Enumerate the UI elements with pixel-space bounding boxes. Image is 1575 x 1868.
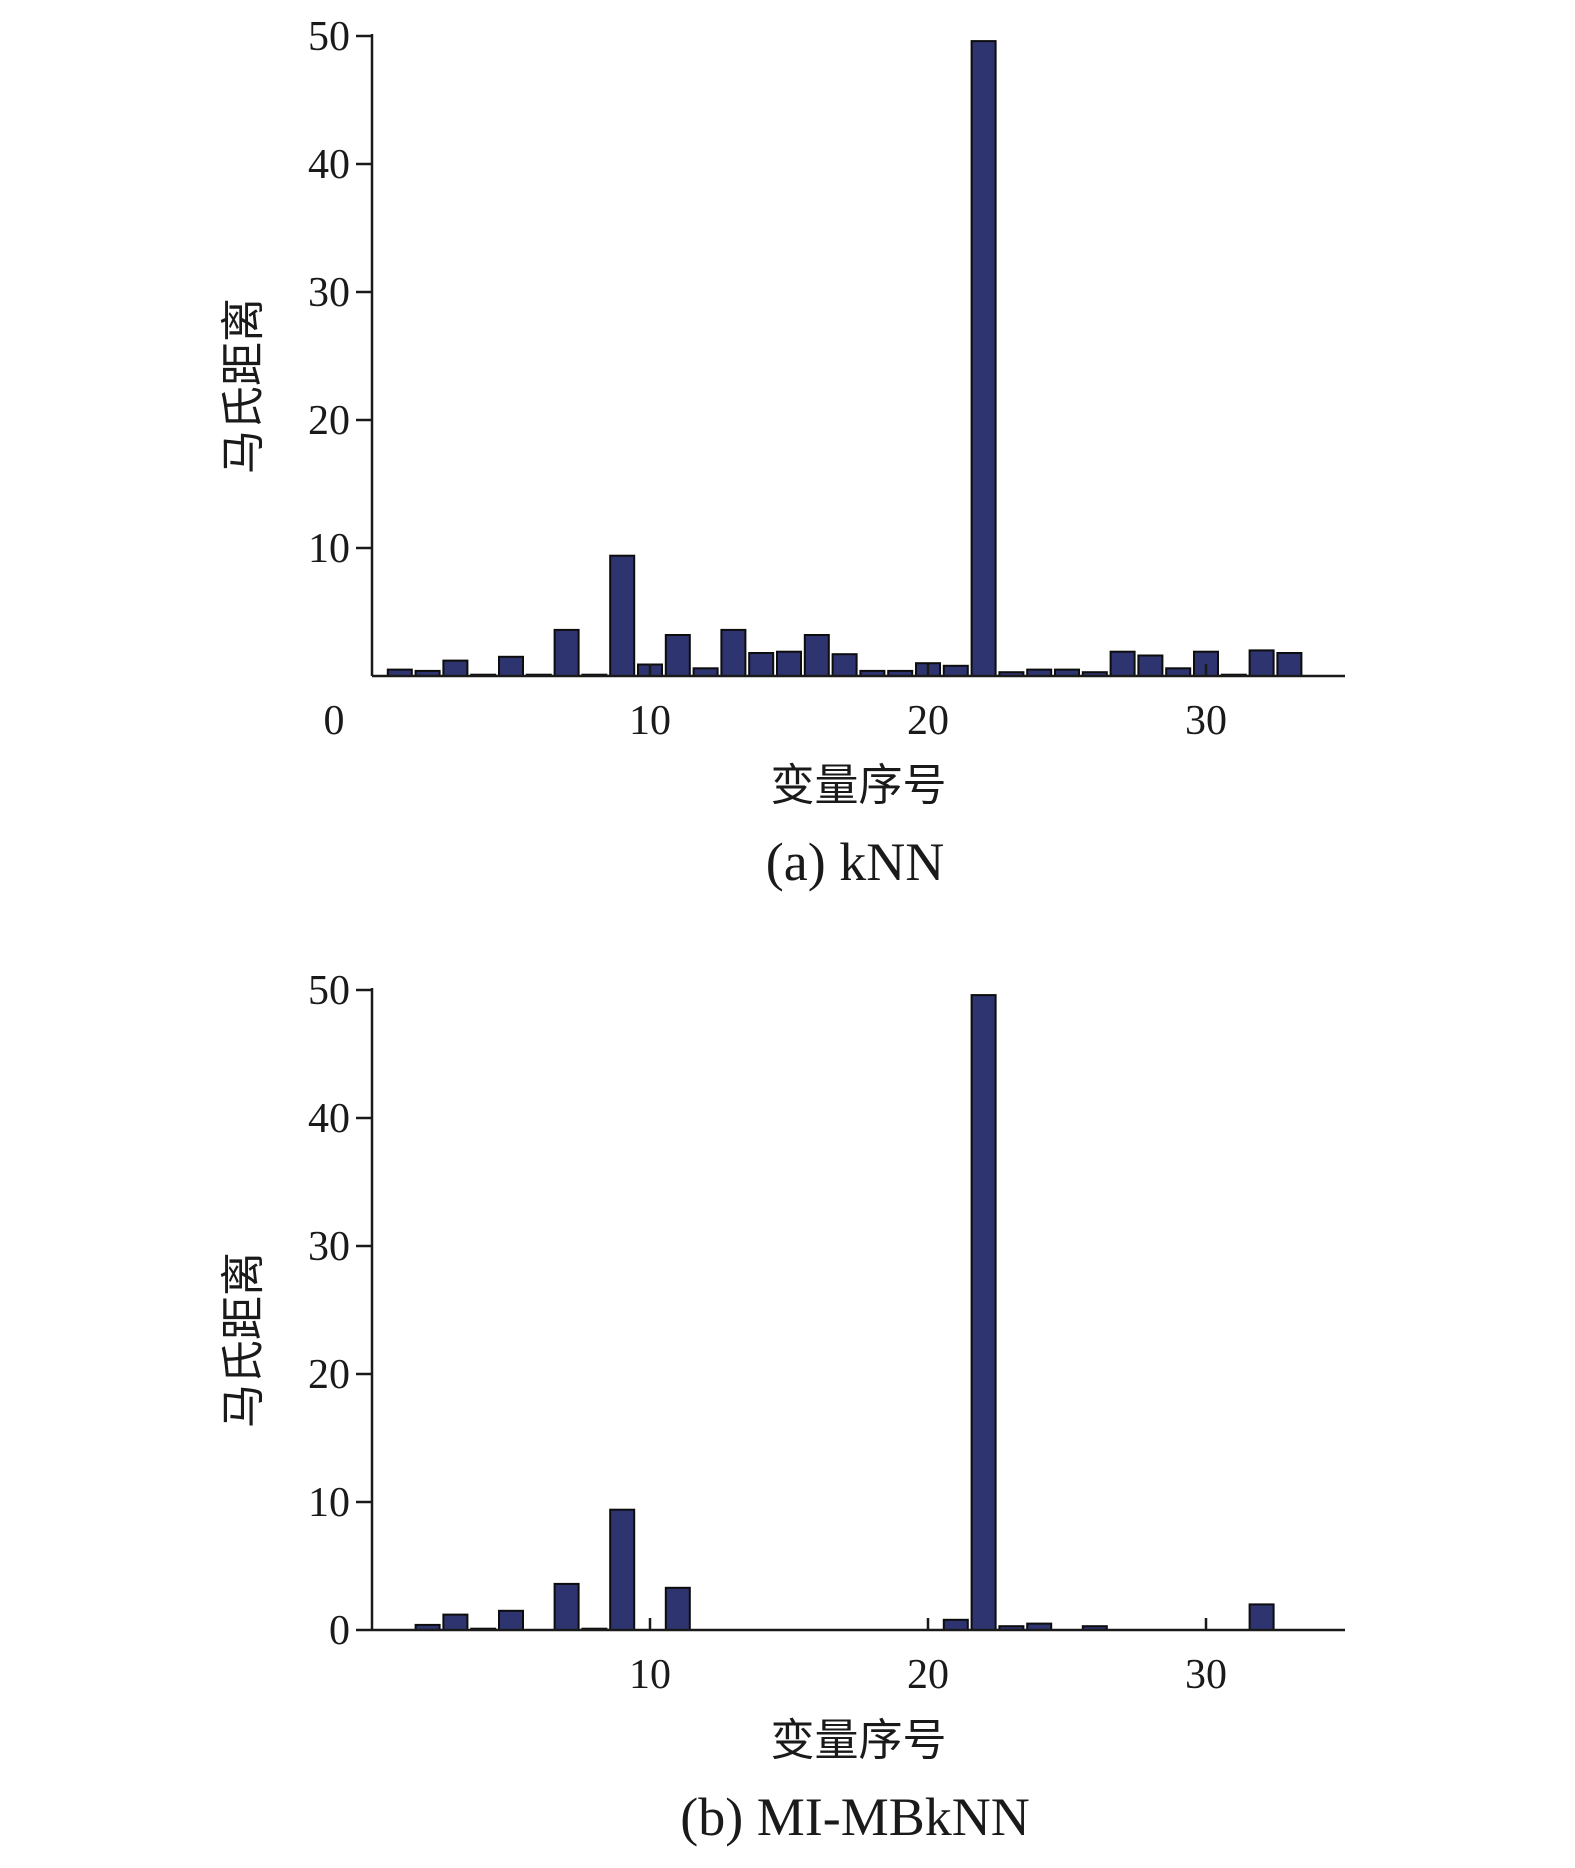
x-tick-label: 30 [1185, 698, 1227, 744]
bar [1248, 649, 1275, 678]
y-tick-label: 40 [308, 142, 350, 188]
bar [442, 659, 469, 677]
bar [1109, 650, 1136, 678]
x-tick-label: 0 [324, 698, 345, 744]
chart-caption: (b) MI-MBkNN [680, 1787, 1029, 1847]
y-tick-label: 0 [329, 1608, 350, 1654]
x-tick-label: 20 [907, 1652, 949, 1698]
bar [942, 1618, 969, 1632]
bar [720, 628, 747, 678]
bar [609, 1508, 636, 1631]
bar [664, 634, 691, 677]
y-tick-label: 50 [308, 968, 350, 1014]
y-tick-label: 40 [308, 1096, 350, 1142]
x-axis-label: 变量序号 [771, 1716, 947, 1765]
y-axis-label: 马氏距离 [219, 1252, 268, 1428]
y-tick-label: 50 [308, 14, 350, 60]
bar [748, 652, 775, 677]
bar [776, 650, 802, 678]
y-tick-label: 10 [308, 1480, 350, 1526]
bar [831, 653, 858, 678]
y-tick-label: 20 [308, 398, 350, 444]
y-tick-label: 30 [308, 270, 350, 316]
x-tick-label: 30 [1185, 1652, 1227, 1698]
bar [498, 1609, 524, 1632]
y-tick-label: 10 [308, 526, 350, 572]
bar [553, 1582, 580, 1632]
bar [1248, 1603, 1275, 1632]
bar [1137, 654, 1164, 677]
y-tick-label: 30 [308, 1224, 350, 1270]
y-axis-label: 马氏距离 [219, 298, 268, 474]
bar [442, 1613, 469, 1631]
chart-caption: (a) kNN [766, 832, 944, 892]
bar [970, 40, 997, 678]
x-tick-label: 20 [907, 698, 949, 744]
bar [803, 634, 830, 677]
x-axis-label: 变量序号 [771, 761, 947, 810]
x-tick-label: 10 [629, 1652, 671, 1698]
bar [664, 1586, 691, 1632]
x-tick-label: 10 [629, 698, 671, 744]
bar [942, 664, 969, 677]
chart-mi-mbknn: 0 10 20 30 40 50 10 20 30 变量序号 马氏距离 (b) MI-MBkNN [219, 968, 1345, 1847]
bar [970, 994, 997, 1631]
chart-knn: 10 20 30 40 50 0 10 20 30 变量序号 马氏距离 (a) kNN [219, 14, 1345, 892]
bar [498, 655, 524, 677]
bar [553, 628, 580, 678]
y-tick-label: 20 [308, 1352, 350, 1398]
bar [1276, 652, 1303, 677]
bar [609, 554, 636, 678]
